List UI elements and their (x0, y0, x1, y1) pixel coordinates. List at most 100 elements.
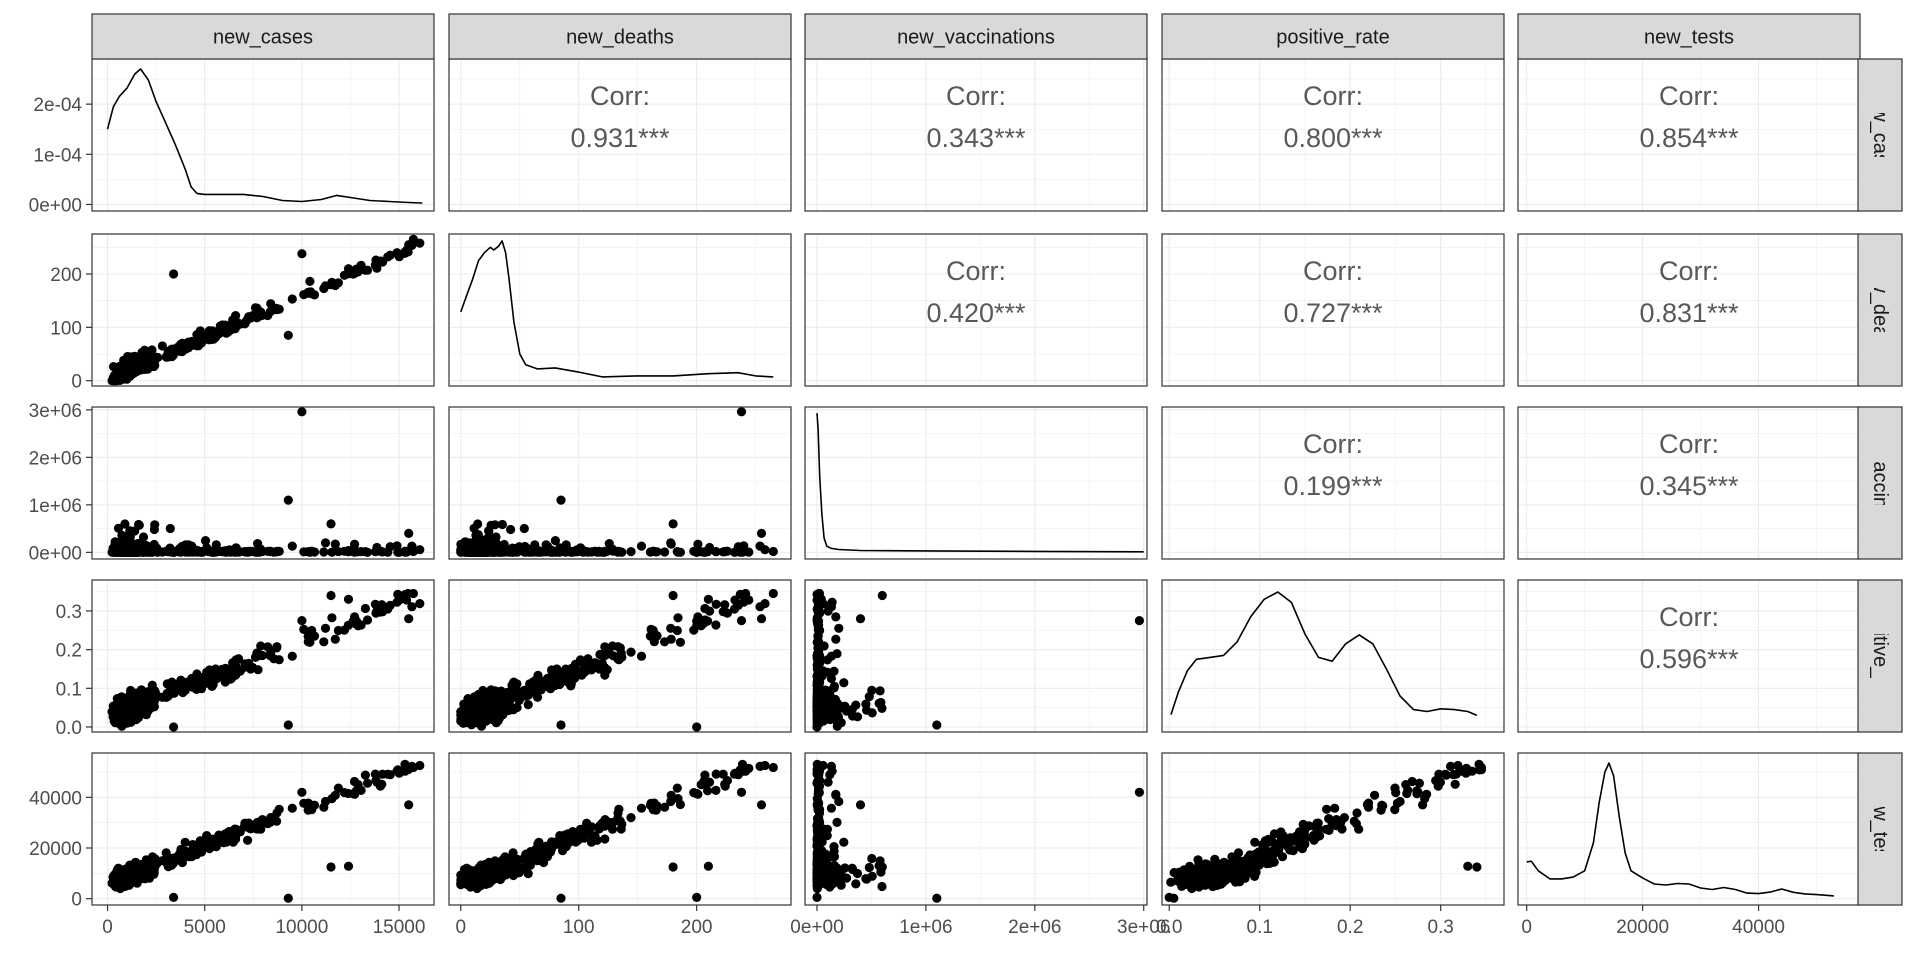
data-point (736, 407, 747, 417)
data-point (243, 835, 253, 845)
data-point (305, 276, 315, 286)
data-point (648, 625, 658, 636)
data-point (877, 590, 887, 601)
data-point (459, 713, 469, 723)
panel-new_cases-new_deaths (449, 59, 791, 211)
data-point (491, 532, 501, 542)
data-point (689, 788, 699, 798)
data-point (829, 666, 839, 676)
data-point (864, 862, 874, 873)
data-point (720, 607, 730, 617)
data-point (814, 664, 824, 674)
data-point (489, 547, 500, 557)
data-point (403, 247, 413, 257)
data-point (404, 800, 414, 810)
data-point (112, 878, 122, 888)
data-point (505, 696, 515, 706)
data-point (287, 803, 297, 813)
data-point (692, 722, 702, 732)
data-point (668, 862, 678, 872)
data-point (711, 599, 721, 609)
panel-new_deaths-new_vaccinations (805, 234, 1147, 386)
data-point (117, 530, 127, 541)
data-point (600, 834, 610, 844)
panel-background (92, 407, 434, 559)
data-point (505, 547, 515, 557)
data-point (120, 713, 130, 723)
data-point (467, 717, 477, 727)
panel-new_cases-new_tests (1518, 59, 1860, 211)
data-point (219, 673, 229, 683)
data-point (692, 892, 702, 903)
data-point (257, 815, 267, 825)
data-point (149, 696, 159, 706)
data-point (833, 717, 843, 727)
panel-background (1518, 753, 1860, 905)
panel-background (1162, 407, 1504, 559)
data-point (320, 623, 331, 633)
data-point (297, 249, 307, 259)
data-point (191, 850, 202, 860)
panel-new_vaccinations-new_vaccinations (805, 407, 1147, 559)
data-point (711, 785, 721, 796)
data-point (240, 662, 250, 672)
data-point (815, 805, 825, 815)
data-point (626, 813, 636, 823)
data-point (592, 547, 602, 557)
data-point (594, 824, 604, 834)
data-point (326, 862, 336, 872)
data-point (161, 692, 171, 703)
data-point (120, 519, 130, 529)
data-point (326, 519, 336, 529)
data-point (356, 260, 366, 270)
data-point (668, 590, 678, 601)
data-point (672, 783, 682, 793)
data-point (518, 546, 528, 556)
data-point (613, 654, 623, 664)
data-point (202, 831, 212, 841)
data-point (194, 672, 204, 683)
data-point (581, 821, 592, 831)
data-point (823, 606, 833, 616)
data-point (814, 685, 824, 695)
data-point (394, 252, 404, 262)
data-point (473, 519, 483, 529)
data-point (194, 839, 204, 849)
data-point (666, 790, 676, 800)
data-point (600, 546, 610, 557)
data-point (327, 613, 337, 623)
data-point (339, 270, 349, 280)
data-point (672, 547, 682, 557)
data-point (181, 540, 191, 550)
scatter-new_deaths-vs-new_cases (107, 234, 425, 386)
data-point (600, 642, 610, 652)
data-point (861, 874, 871, 884)
data-point (720, 547, 730, 557)
data-point (479, 547, 490, 557)
data-point (604, 539, 614, 549)
panel-background (1162, 234, 1504, 386)
data-point (484, 857, 494, 867)
data-point (459, 547, 469, 557)
data-point (138, 532, 149, 542)
data-point (816, 594, 826, 604)
data-point (343, 594, 354, 604)
data-point (349, 618, 360, 628)
data-point (822, 709, 832, 719)
data-point (356, 785, 366, 796)
data-point (169, 722, 179, 732)
panel-new_vaccinations-new_deaths (449, 407, 791, 559)
data-point (226, 668, 236, 678)
data-point (377, 779, 387, 789)
data-point (756, 800, 767, 810)
data-point (136, 685, 146, 695)
data-point (821, 695, 831, 705)
data-point (668, 519, 678, 529)
data-point (839, 678, 849, 688)
data-point (867, 853, 877, 864)
data-point (343, 861, 354, 871)
panel-background (449, 234, 791, 386)
data-point (377, 256, 387, 266)
data-point (372, 606, 382, 616)
